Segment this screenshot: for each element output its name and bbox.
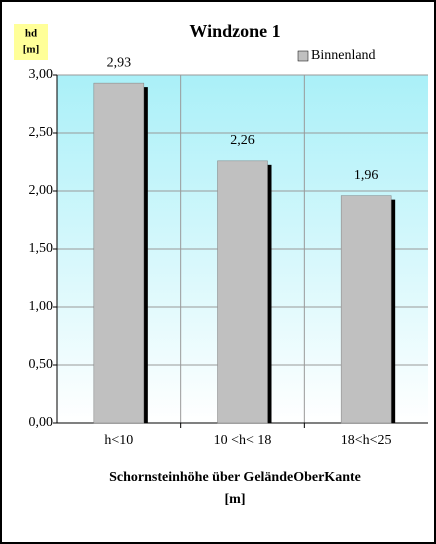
y-axis-label: hd (25, 28, 37, 40)
x-axis-label: Schornsteinhöhe über GeländeOberKante (109, 470, 361, 485)
y-tick-label: 0,00 (29, 415, 54, 430)
x-tick-label: h<10 (104, 433, 133, 448)
y-tick-label: 0,50 (29, 357, 54, 372)
data-label: 2,93 (107, 55, 132, 70)
y-axis-label: [m] (23, 44, 40, 56)
x-tick-label: 10 <h< 18 (214, 433, 272, 448)
y-tick-label: 3,00 (29, 67, 54, 82)
x-axis-label: [m] (225, 492, 246, 507)
data-label: 2,26 (230, 133, 255, 148)
y-label-box (14, 24, 48, 60)
y-tick-label: 1,00 (29, 299, 54, 314)
legend-swatch (297, 50, 309, 62)
bar (340, 195, 392, 424)
data-label: 1,96 (354, 168, 379, 183)
y-tick-label: 1,50 (29, 241, 54, 256)
y-tick-label: 2,00 (29, 183, 54, 198)
bar (93, 82, 145, 424)
y-tick-label: 2,50 (29, 125, 54, 140)
bar (217, 160, 268, 424)
x-tick-label: 18<h<25 (341, 433, 392, 448)
legend-label: Binnenland (311, 48, 376, 63)
chart-title: Windzone 1 (189, 21, 280, 41)
